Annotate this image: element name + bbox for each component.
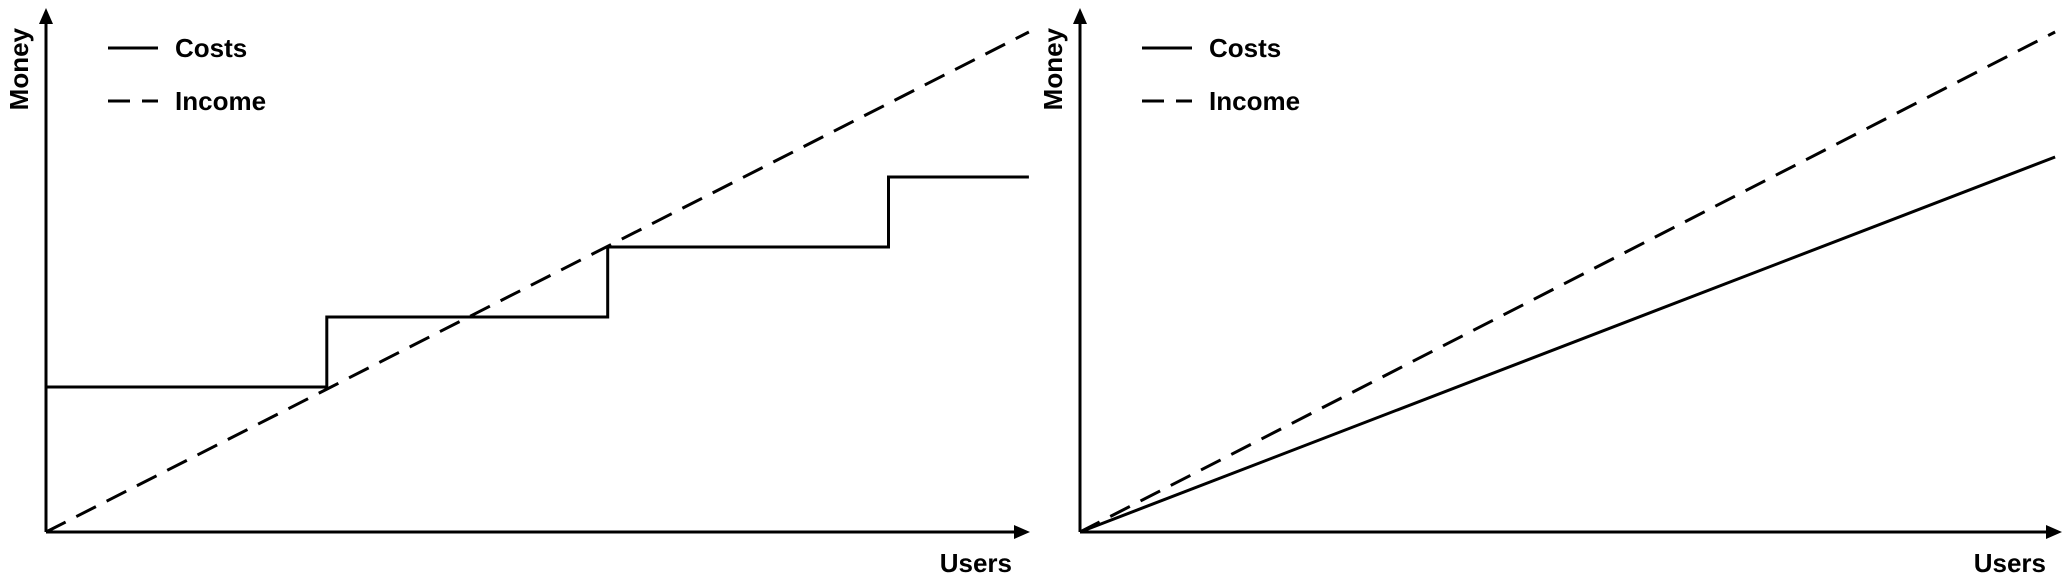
legend-label-income: Income: [1209, 86, 1300, 116]
legend-label-costs: Costs: [1209, 33, 1281, 63]
legend-label-costs: Costs: [175, 33, 247, 63]
series-line-costs: [1079, 155, 2056, 534]
x-axis-label: Users: [940, 548, 1012, 578]
series-line-income: [1079, 30, 2056, 534]
series-line-costs: [46, 175, 1029, 389]
legend: Costs Income: [1142, 33, 1300, 116]
x-axis-arrow: [1014, 525, 1030, 539]
x-axis-label: Users: [1974, 548, 2046, 578]
y-axis-label: Money: [1038, 27, 1068, 110]
series-line-income: [45, 30, 1030, 534]
y-axis-label: Money: [4, 27, 34, 110]
chart-panel-1: Users Money Costs Income: [4, 8, 1030, 578]
y-axis-arrow: [39, 8, 53, 24]
legend: Costs Income: [108, 33, 266, 116]
y-axis-arrow: [1073, 8, 1087, 24]
chart-panel-2: Users Money Costs Income: [1038, 8, 2062, 578]
x-axis-arrow: [2046, 525, 2062, 539]
legend-label-income: Income: [175, 86, 266, 116]
